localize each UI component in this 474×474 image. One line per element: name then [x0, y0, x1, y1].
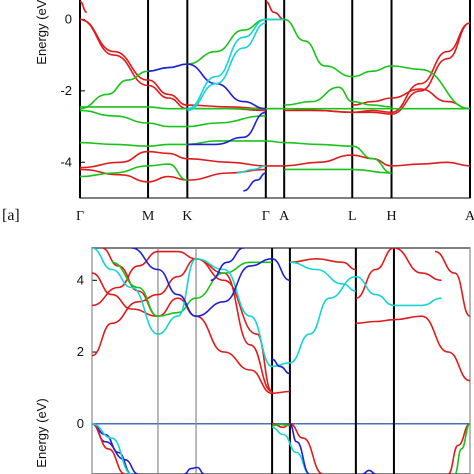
band-red	[284, 154, 470, 167]
band-blue	[271, 358, 291, 375]
kpoint-label: K	[182, 209, 192, 224]
band-green	[80, 109, 266, 128]
band-cyan	[92, 423, 132, 474]
band-green	[80, 106, 470, 110]
band-blue	[92, 423, 132, 474]
y-tick-label: -2	[60, 83, 72, 98]
band-red	[284, 22, 470, 115]
y-tick-label: 0	[77, 416, 84, 431]
band-blue	[210, 248, 247, 282]
band-red	[265, 0, 285, 21]
kpoint-label: Γ	[262, 209, 270, 224]
y-tick-label: 4	[77, 272, 84, 287]
band-red	[355, 315, 470, 382]
band-red	[80, 150, 285, 169]
band-red	[352, 88, 470, 110]
kpoint-label: A	[465, 209, 474, 224]
band-green	[284, 168, 392, 174]
band-red	[284, 22, 470, 114]
band-blue	[131, 248, 291, 318]
panel-a-ylabel: Energy (eV)	[34, 0, 49, 65]
kpoint-label: A	[279, 209, 290, 224]
band-cyan	[187, 22, 266, 112]
band-green	[80, 163, 188, 181]
kpoint-label: H	[386, 209, 396, 224]
band-red	[92, 250, 273, 393]
band-green	[272, 423, 290, 427]
band-red	[92, 272, 290, 395]
band-red	[92, 257, 273, 393]
band-cyan	[92, 248, 290, 368]
panel-b-ylabel: Energy (eV)	[34, 398, 49, 467]
band-cyan	[271, 426, 310, 474]
panel-a-band-structure: Energy (eV) [a] 0-2-4Γ M K Γ A L H A	[2, 0, 474, 224]
band-red	[355, 248, 442, 299]
band-red	[447, 423, 470, 474]
band-cyan	[289, 275, 442, 364]
band-blue	[184, 466, 205, 474]
band-cyan	[289, 261, 356, 292]
band-green	[80, 140, 285, 148]
band-red	[272, 422, 324, 474]
plot-frame	[79, 0, 471, 199]
band-red	[80, 168, 266, 183]
band-blue	[148, 63, 266, 110]
plot-frame	[91, 247, 471, 474]
y-tick-label: 0	[65, 11, 72, 26]
band-blue	[243, 172, 266, 192]
band-blue	[362, 469, 376, 474]
band-green	[284, 86, 392, 108]
kpoint-label: Γ	[76, 209, 84, 224]
band-green	[284, 18, 470, 110]
y-tick-label: 2	[77, 344, 84, 359]
panel-a-label: [a]	[2, 207, 20, 224]
band-blue	[187, 111, 266, 146]
band-red	[92, 423, 126, 474]
kpoint-label: M	[142, 209, 155, 224]
y-tick-label: -4	[60, 154, 72, 169]
kpoint-label: L	[348, 209, 357, 224]
band-red	[434, 250, 470, 317]
band-red	[80, 0, 88, 14]
band-red	[289, 257, 356, 271]
band-red	[80, 18, 266, 112]
band-green	[284, 141, 392, 174]
band-blue	[289, 423, 311, 474]
band-green	[454, 423, 470, 474]
panel-b-band-structure: Energy (eV) 4 2 0	[34, 247, 471, 474]
band-cyan	[236, 165, 266, 174]
band-cyan	[187, 18, 285, 110]
